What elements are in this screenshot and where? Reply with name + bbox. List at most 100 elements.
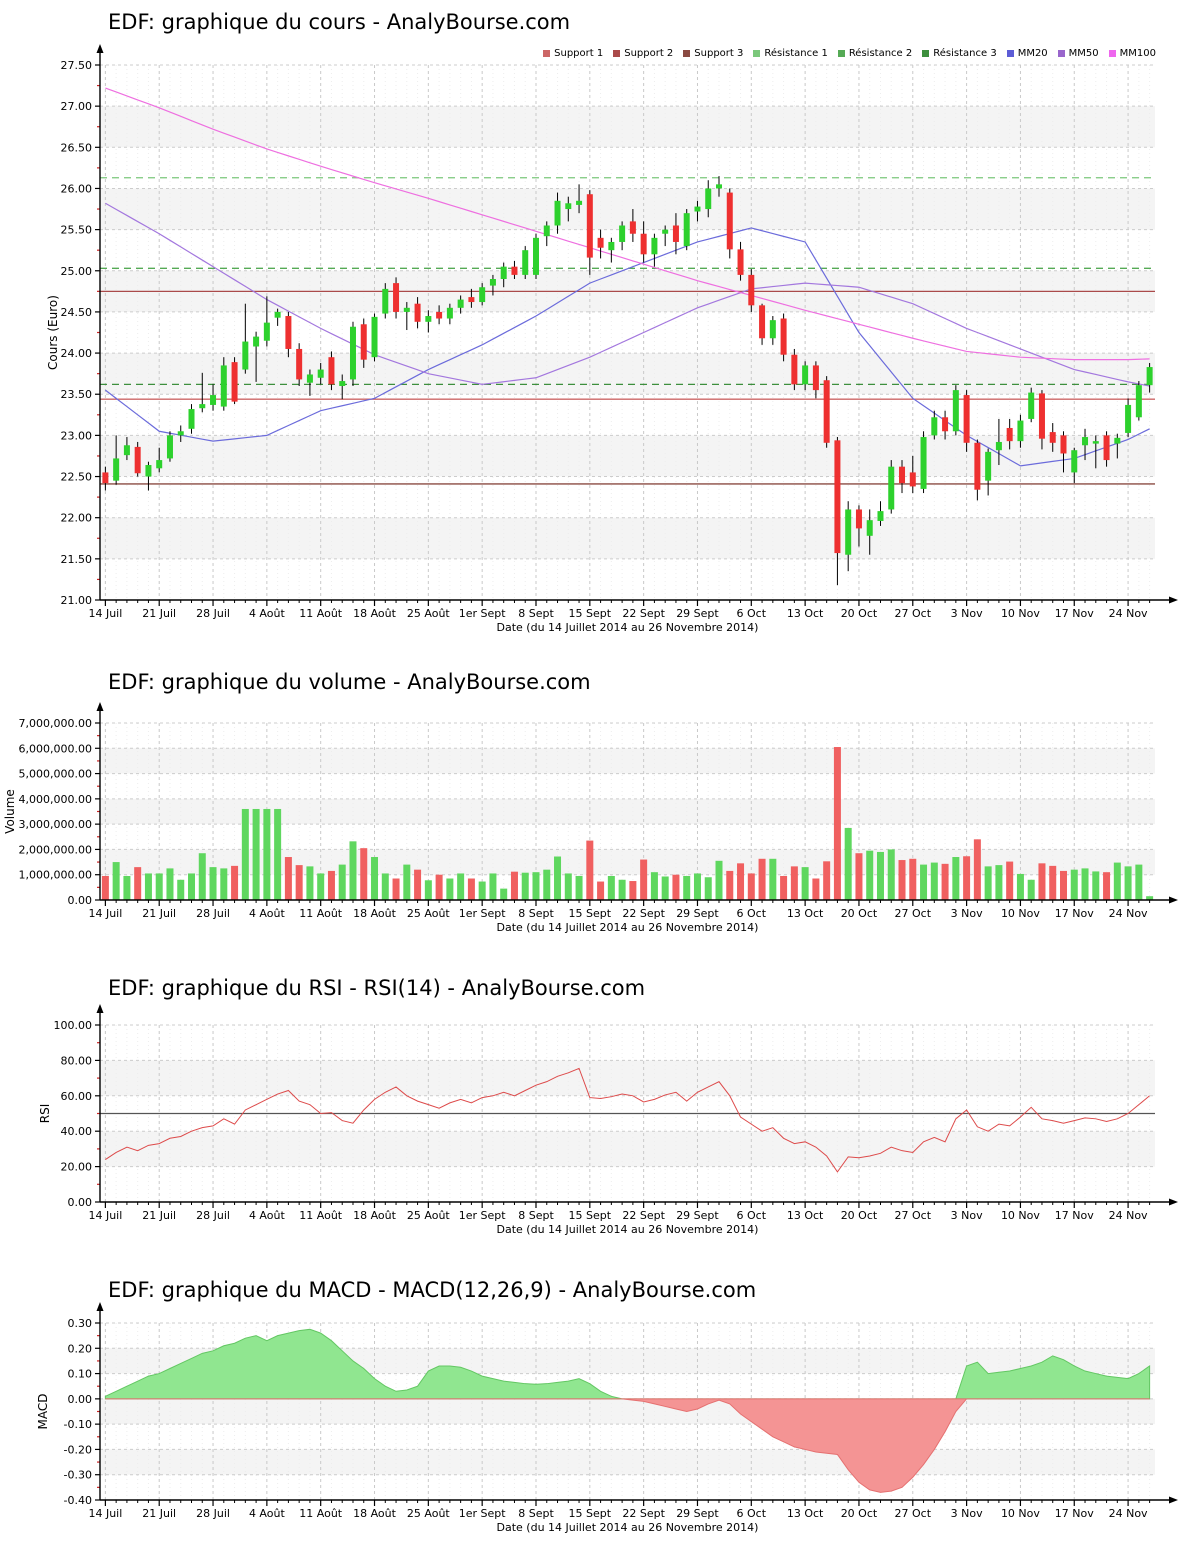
svg-text:4 Août: 4 Août bbox=[249, 907, 286, 920]
svg-text:18 Août: 18 Août bbox=[353, 1507, 397, 1520]
svg-text:27 Oct: 27 Oct bbox=[895, 1209, 932, 1222]
svg-text:13 Oct: 13 Oct bbox=[787, 1507, 824, 1520]
svg-text:18 Août: 18 Août bbox=[353, 1209, 397, 1222]
legend-item-support-2: Support 2 bbox=[613, 48, 673, 59]
svg-text:20 Oct: 20 Oct bbox=[841, 1507, 878, 1520]
svg-text:-0.40: -0.40 bbox=[64, 1494, 92, 1507]
svg-text:0.00: 0.00 bbox=[68, 894, 93, 907]
svg-text:22 Sept: 22 Sept bbox=[622, 907, 665, 920]
svg-text:Date (du 14 Juillet 2014 au 26: Date (du 14 Juillet 2014 au 26 Novembre … bbox=[497, 921, 759, 934]
volume-chart-title: EDF: graphique du volume - AnalyBourse.c… bbox=[108, 670, 591, 694]
svg-text:6 Oct: 6 Oct bbox=[737, 907, 767, 920]
svg-text:1er Sept: 1er Sept bbox=[459, 1507, 507, 1520]
svg-text:4 Août: 4 Août bbox=[249, 1209, 286, 1222]
legend-label: Résistance 1 bbox=[764, 48, 828, 59]
svg-text:25 Août: 25 Août bbox=[407, 1507, 451, 1520]
svg-text:0.20: 0.20 bbox=[68, 1342, 93, 1355]
svg-text:21.00: 21.00 bbox=[61, 594, 93, 607]
legend-item-mm20: MM20 bbox=[1006, 48, 1048, 59]
svg-text:21.50: 21.50 bbox=[61, 553, 93, 566]
svg-text:22 Sept: 22 Sept bbox=[622, 607, 665, 620]
svg-text:24.00: 24.00 bbox=[61, 347, 93, 360]
svg-text:10 Nov: 10 Nov bbox=[1001, 1507, 1040, 1520]
svg-text:27.50: 27.50 bbox=[61, 59, 93, 72]
svg-text:27 Oct: 27 Oct bbox=[895, 907, 932, 920]
svg-text:18 Août: 18 Août bbox=[353, 907, 397, 920]
svg-text:27 Oct: 27 Oct bbox=[895, 607, 932, 620]
svg-text:14 Juil: 14 Juil bbox=[88, 907, 122, 920]
svg-text:8 Sept: 8 Sept bbox=[518, 1209, 554, 1222]
svg-text:20 Oct: 20 Oct bbox=[841, 1209, 878, 1222]
legend-swatch-icon bbox=[683, 50, 691, 57]
legend-label: Support 3 bbox=[694, 48, 744, 59]
svg-text:Date (du 14 Juillet 2014 au 26: Date (du 14 Juillet 2014 au 26 Novembre … bbox=[497, 1223, 759, 1236]
svg-text:24 Nov: 24 Nov bbox=[1109, 1209, 1148, 1222]
svg-text:24.50: 24.50 bbox=[61, 306, 93, 319]
svg-text:Volume: Volume bbox=[3, 789, 17, 834]
svg-text:13 Oct: 13 Oct bbox=[787, 1209, 824, 1222]
rsi-chart: 0.00 20.00 40.00 60.00 80.00 100.00 14 Juil 21 … bbox=[38, 1004, 1178, 1236]
legend-swatch-icon bbox=[922, 50, 930, 57]
svg-text:Date (du 14 Juillet 2014 au 26: Date (du 14 Juillet 2014 au 26 Novembre … bbox=[497, 1521, 759, 1534]
legend-item-mm100: MM100 bbox=[1108, 48, 1156, 59]
svg-text:17 Nov: 17 Nov bbox=[1055, 607, 1094, 620]
svg-text:26.50: 26.50 bbox=[61, 141, 93, 154]
svg-text:28 Juil: 28 Juil bbox=[196, 907, 230, 920]
legend-label: MM20 bbox=[1017, 48, 1048, 59]
svg-text:3 Nov: 3 Nov bbox=[951, 607, 983, 620]
legend-swatch-icon bbox=[1057, 50, 1065, 57]
svg-text:15 Sept: 15 Sept bbox=[569, 1507, 612, 1520]
price-chart-legend: Support 1 Support 2 Support 3 Résistance 1 R… bbox=[543, 48, 1156, 59]
svg-text:8 Sept: 8 Sept bbox=[518, 907, 554, 920]
svg-text:22 Sept: 22 Sept bbox=[622, 1209, 665, 1222]
svg-text:80.00: 80.00 bbox=[61, 1054, 93, 1067]
svg-text:24 Nov: 24 Nov bbox=[1109, 907, 1148, 920]
legend-item-r-sistance-1: Résistance 1 bbox=[753, 48, 828, 59]
svg-text:28 Juil: 28 Juil bbox=[196, 1507, 230, 1520]
svg-text:21 Juil: 21 Juil bbox=[142, 1209, 176, 1222]
svg-text:11 Août: 11 Août bbox=[299, 1507, 343, 1520]
svg-text:-0.30: -0.30 bbox=[64, 1469, 92, 1482]
svg-text:8 Sept: 8 Sept bbox=[518, 1507, 554, 1520]
svg-text:13 Oct: 13 Oct bbox=[787, 607, 824, 620]
svg-text:26.00: 26.00 bbox=[61, 182, 93, 195]
svg-text:14 Juil: 14 Juil bbox=[88, 607, 122, 620]
svg-text:1er Sept: 1er Sept bbox=[459, 607, 507, 620]
svg-text:13 Oct: 13 Oct bbox=[787, 907, 824, 920]
svg-text:17 Nov: 17 Nov bbox=[1055, 1507, 1094, 1520]
svg-text:24 Nov: 24 Nov bbox=[1109, 607, 1148, 620]
svg-text:10 Nov: 10 Nov bbox=[1001, 907, 1040, 920]
legend-swatch-icon bbox=[543, 50, 551, 57]
svg-text:22.50: 22.50 bbox=[61, 471, 93, 484]
svg-text:14 Juil: 14 Juil bbox=[88, 1507, 122, 1520]
svg-text:21 Juil: 21 Juil bbox=[142, 907, 176, 920]
svg-text:3 Nov: 3 Nov bbox=[951, 1209, 983, 1222]
svg-text:29 Sept: 29 Sept bbox=[676, 907, 719, 920]
svg-text:25.00: 25.00 bbox=[61, 265, 93, 278]
legend-swatch-icon bbox=[753, 50, 761, 57]
svg-text:2,000,000.00: 2,000,000.00 bbox=[19, 843, 92, 856]
svg-text:25.50: 25.50 bbox=[61, 224, 93, 237]
svg-text:4 Août: 4 Août bbox=[249, 1507, 286, 1520]
svg-text:21 Juil: 21 Juil bbox=[142, 1507, 176, 1520]
svg-text:10 Nov: 10 Nov bbox=[1001, 607, 1040, 620]
svg-text:20 Oct: 20 Oct bbox=[841, 607, 878, 620]
price-chart-title: EDF: graphique du cours - AnalyBourse.co… bbox=[108, 10, 571, 34]
macd-chart: -0.40 -0.30 -0.20 -0.10 0.00 0.10 0.20 0.30 14 J… bbox=[36, 1302, 1178, 1534]
legend-item-mm50: MM50 bbox=[1057, 48, 1099, 59]
svg-text:17 Nov: 17 Nov bbox=[1055, 1209, 1094, 1222]
legend-item-r-sistance-2: Résistance 2 bbox=[837, 48, 913, 59]
svg-text:0.10: 0.10 bbox=[68, 1368, 93, 1381]
legend-label: Résistance 2 bbox=[848, 48, 913, 59]
svg-text:15 Sept: 15 Sept bbox=[569, 907, 612, 920]
svg-text:25 Août: 25 Août bbox=[407, 907, 451, 920]
svg-text:-0.20: -0.20 bbox=[64, 1443, 92, 1456]
svg-text:23.00: 23.00 bbox=[61, 429, 93, 442]
svg-text:4,000,000.00: 4,000,000.00 bbox=[19, 793, 92, 806]
svg-text:27 Oct: 27 Oct bbox=[895, 1507, 932, 1520]
legend-swatch-icon bbox=[1108, 50, 1116, 57]
legend-label: MM50 bbox=[1068, 48, 1099, 59]
legend-label: Support 2 bbox=[624, 48, 674, 59]
legend-swatch-icon bbox=[837, 50, 845, 57]
